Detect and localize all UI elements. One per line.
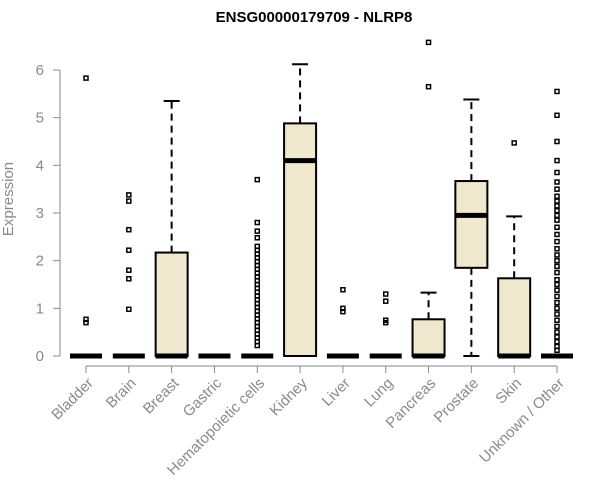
outlier-point (554, 246, 560, 252)
outlier-point (554, 338, 560, 345)
y-tick-label: 3 (36, 205, 44, 222)
outlier-point (126, 247, 132, 253)
y-tick-label: 6 (36, 62, 44, 79)
outlier-point (382, 291, 389, 297)
box-unknown-other (541, 88, 573, 359)
outlier-point (554, 334, 560, 340)
outlier-point (554, 287, 560, 293)
outlier-point (554, 169, 560, 176)
outlier-point (554, 198, 560, 204)
outlier-point (554, 343, 560, 350)
outlier-point (254, 243, 261, 250)
y-tick-label: 0 (36, 348, 44, 365)
outlier-point (126, 306, 132, 313)
box-prostate (454, 98, 489, 357)
outlier-point (554, 281, 560, 288)
outlier-point (554, 276, 560, 283)
outlier-point (554, 293, 560, 300)
outlier-point (554, 157, 560, 164)
outlier-point (511, 140, 517, 146)
outlier-point (126, 276, 132, 282)
outlier-point (554, 217, 560, 223)
outlier-point (554, 263, 560, 270)
outlier-point (554, 231, 560, 238)
outlier-point (126, 226, 132, 233)
outlier-point (554, 186, 560, 192)
box-hematopoietic-cells (241, 176, 274, 359)
outlier-point (554, 252, 560, 258)
box-body (497, 277, 532, 358)
outlier-point (554, 329, 560, 335)
box-series (70, 39, 573, 359)
y-axis: 0 1 2 3 4 5 6 (36, 62, 61, 365)
outlier-point (382, 317, 389, 323)
x-tick-label: Skin (492, 375, 525, 408)
box-body (411, 318, 446, 357)
outlier-point (554, 323, 560, 330)
outlier-point (126, 267, 132, 273)
outlier-point (126, 198, 132, 204)
outlier-point (254, 228, 261, 234)
x-tick-label: Lung (361, 375, 397, 411)
outlier-point (382, 298, 389, 304)
outlier-point (126, 192, 132, 198)
outlier-point (554, 212, 560, 219)
y-axis-label: Expression (0, 162, 17, 236)
box-liver (326, 286, 359, 359)
outlier-point (425, 83, 432, 90)
x-tick-label: Bladder (48, 375, 97, 424)
box-pancreas (411, 39, 446, 359)
outlier-point (554, 238, 560, 245)
outlier-point (340, 286, 346, 293)
outlier-point (554, 257, 560, 264)
x-tick-label: Kidney (266, 374, 311, 419)
outlier-point (554, 112, 560, 119)
y-tick-label: 5 (36, 110, 44, 127)
outlier-point (554, 224, 560, 231)
outlier-point (83, 75, 89, 81)
box-body (454, 180, 489, 269)
outlier-point (554, 311, 560, 317)
box-skin (497, 140, 532, 359)
outlier-point (554, 138, 560, 145)
x-tick-label: Prostate (431, 375, 483, 427)
outlier-point (554, 88, 560, 95)
outlier-point (340, 305, 346, 312)
box-lung (369, 291, 402, 359)
outlier-point (254, 235, 261, 241)
y-tick-label: 1 (36, 300, 44, 317)
x-tick-label: Brain (103, 375, 140, 412)
box-kidney (283, 63, 318, 357)
outlier-point (554, 179, 560, 185)
outlier-point (83, 316, 89, 323)
outlier-point (554, 269, 560, 276)
x-tick-label: Liver (319, 375, 354, 410)
box-breast (154, 99, 189, 359)
chart-title: ENSG00000179709 - NLRP8 (216, 9, 413, 26)
x-tick-label: Breast (140, 374, 183, 417)
outlier-point (554, 299, 560, 306)
outlier-point (554, 207, 560, 214)
outlier-point (554, 317, 560, 323)
y-tick-label: 4 (36, 157, 44, 174)
box-body (154, 251, 189, 358)
y-tick-label: 2 (36, 253, 44, 270)
outlier-point (554, 203, 560, 209)
outlier-point (254, 176, 261, 183)
outlier-point (554, 305, 560, 312)
box-bladder (70, 75, 102, 359)
outlier-point (254, 219, 261, 226)
box-brain (112, 192, 145, 359)
outlier-point (425, 39, 432, 46)
outlier-point (554, 193, 560, 200)
